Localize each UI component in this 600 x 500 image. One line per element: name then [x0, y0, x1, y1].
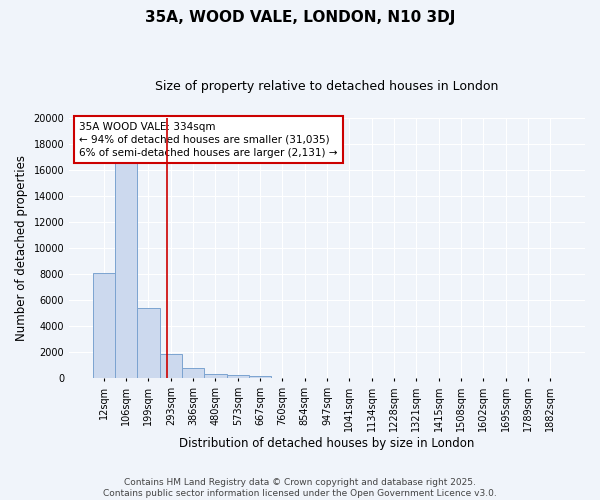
Y-axis label: Number of detached properties: Number of detached properties	[15, 155, 28, 341]
Bar	[249, 376, 271, 378]
Text: 35A, WOOD VALE, LONDON, N10 3DJ: 35A, WOOD VALE, LONDON, N10 3DJ	[145, 10, 455, 25]
Text: Contains HM Land Registry data © Crown copyright and database right 2025.
Contai: Contains HM Land Registry data © Crown c…	[103, 478, 497, 498]
Bar	[137, 308, 160, 378]
Text: 35A WOOD VALE: 334sqm
← 94% of detached houses are smaller (31,035)
6% of semi-d: 35A WOOD VALE: 334sqm ← 94% of detached …	[79, 122, 338, 158]
Bar	[227, 376, 249, 378]
Title: Size of property relative to detached houses in London: Size of property relative to detached ho…	[155, 80, 499, 93]
Bar	[160, 354, 182, 378]
Bar	[182, 368, 204, 378]
Bar	[92, 273, 115, 378]
X-axis label: Distribution of detached houses by size in London: Distribution of detached houses by size …	[179, 437, 475, 450]
Bar	[204, 374, 227, 378]
Bar	[115, 161, 137, 378]
